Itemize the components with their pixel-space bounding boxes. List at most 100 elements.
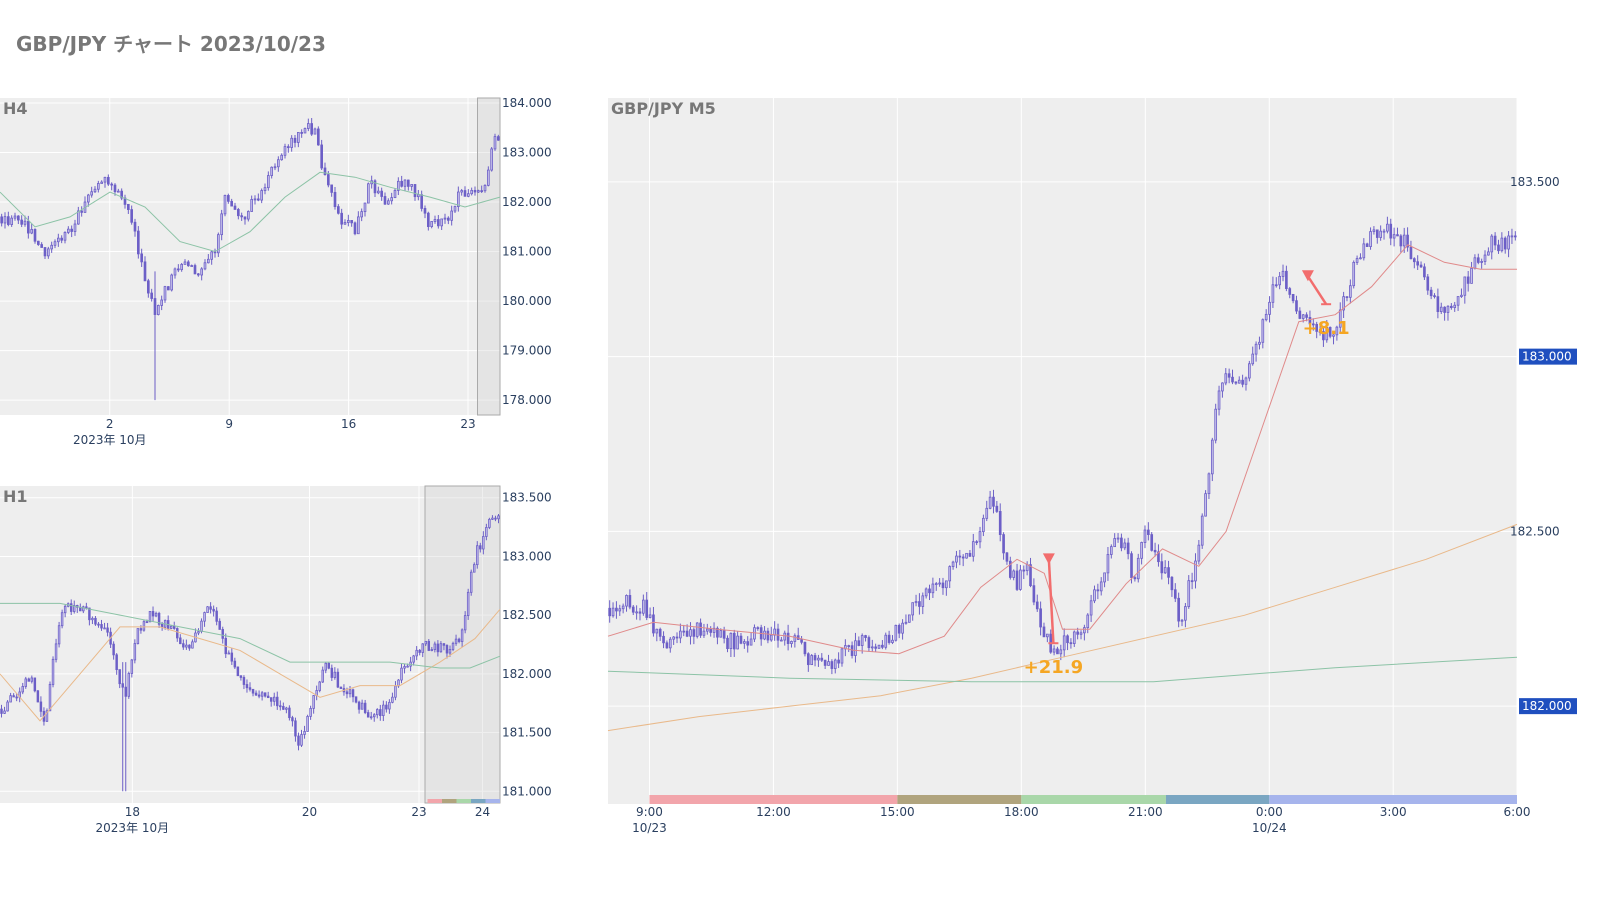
h1-candle (306, 716, 309, 732)
h4-x-tick-label: 16 (341, 417, 356, 431)
m5-x-secondary-label: 10/24 (1252, 821, 1287, 835)
m5-candle (921, 595, 925, 607)
h1-y-tick-label: 182.000 (502, 667, 552, 681)
h1-candle (176, 628, 179, 639)
h1-candle (339, 686, 343, 689)
h4-candle (360, 211, 363, 218)
m5-candle (1318, 331, 1322, 333)
m5-candle (941, 582, 945, 589)
h1-candle (348, 689, 352, 695)
m5-candle (1123, 542, 1127, 549)
h1-candle (363, 702, 367, 713)
h4-y-tick-label: 179.000 (502, 344, 552, 358)
m5-plot-background (608, 98, 1517, 804)
m5-candle (1285, 270, 1288, 290)
h1-candle (457, 638, 461, 642)
h4-y-tick-label: 180.000 (502, 294, 552, 308)
m5-chart[interactable]: 183.500 182.500 9:00 12:00 15:00 18:00 21:00 0:… (607, 98, 1577, 835)
h4-candle (363, 202, 367, 213)
h1-candle (336, 671, 340, 688)
h4-candle (160, 299, 163, 306)
h1-candle (451, 642, 455, 650)
h4-candle (283, 146, 287, 156)
m5-candle (931, 583, 935, 594)
h4-candle (220, 213, 223, 236)
h1-candle (33, 677, 37, 692)
h1-candle (145, 621, 149, 624)
m5-candle (820, 657, 824, 661)
h4-candle (120, 190, 123, 199)
m5-candle (1308, 317, 1312, 325)
h1-candle (388, 701, 391, 710)
h4-candle (30, 229, 33, 234)
m5-candle (1248, 363, 1251, 379)
h4-candle (383, 196, 387, 205)
h4-candle (477, 190, 480, 193)
h1-candle (333, 671, 337, 678)
m5-candle (1173, 589, 1177, 599)
m5-candle (810, 655, 814, 666)
h4-candle (277, 159, 280, 168)
h4-candle (333, 191, 337, 208)
h1-candle (366, 712, 370, 718)
h4-candle (217, 234, 220, 254)
h4-candle (307, 123, 310, 129)
h4-candle (263, 187, 267, 191)
m5-candle (1288, 288, 1292, 295)
h1-candle (160, 623, 164, 628)
m5-candle (827, 661, 830, 666)
h1-candle (73, 605, 76, 612)
m5-candle (672, 636, 675, 640)
m5-candle (1426, 276, 1430, 291)
h1-candle (466, 591, 470, 616)
h4-candle (390, 197, 393, 202)
m5-candle (1443, 306, 1446, 313)
trade-line (1047, 559, 1055, 644)
m5-candle (1106, 554, 1110, 574)
m5-candle (1096, 589, 1100, 592)
h4-chart[interactable]: 184.000 183.000 182.000 181.000 180.000 179.0… (0, 96, 552, 447)
h1-candle (454, 638, 458, 644)
m5-candle (1409, 246, 1413, 260)
h4-candle (183, 261, 187, 265)
h1-candle (185, 644, 188, 648)
m5-candle (911, 602, 915, 616)
m5-candle (1079, 632, 1083, 635)
m5-x-tick-label: 6:00 (1504, 805, 1531, 819)
h4-candle (427, 212, 430, 227)
h1-candle (94, 617, 97, 625)
m5-candle (1301, 314, 1305, 319)
m5-candle (1109, 546, 1113, 555)
m5-candle (1099, 581, 1103, 592)
h4-candle (197, 273, 200, 276)
m5-candle (1311, 323, 1315, 326)
h4-candle (413, 184, 417, 198)
h1-candle (488, 518, 491, 528)
h1-chart[interactable]: 183.500 183.000 182.500 182.000 181.500 181.0… (0, 485, 552, 835)
h4-candle (117, 190, 120, 193)
h4-candle (87, 194, 90, 203)
m5-candle (625, 595, 628, 607)
h4-candle (53, 241, 57, 246)
h1-candle (57, 625, 61, 645)
h4-candle (357, 216, 360, 235)
m5-candle (1291, 293, 1295, 302)
h4-candle (150, 292, 153, 299)
trade-pnl-label: +21.9 (1024, 657, 1084, 678)
h1-candle (309, 708, 312, 717)
m5-price-label-box (1519, 348, 1577, 365)
h4-candle (353, 222, 357, 235)
m5-candle (780, 639, 783, 642)
h1-candle (415, 649, 418, 657)
m5-candle (1335, 326, 1339, 336)
h1-candle (197, 631, 200, 634)
h1-candle (121, 683, 124, 688)
m5-candle (1089, 600, 1093, 616)
h4-candle (373, 180, 377, 194)
h1-candle (239, 675, 243, 678)
h4-candle (473, 189, 477, 193)
h4-x-tick-label: 9 (225, 417, 233, 431)
h4-candle (467, 193, 470, 197)
m5-price-label: 182.000 (1522, 699, 1572, 713)
